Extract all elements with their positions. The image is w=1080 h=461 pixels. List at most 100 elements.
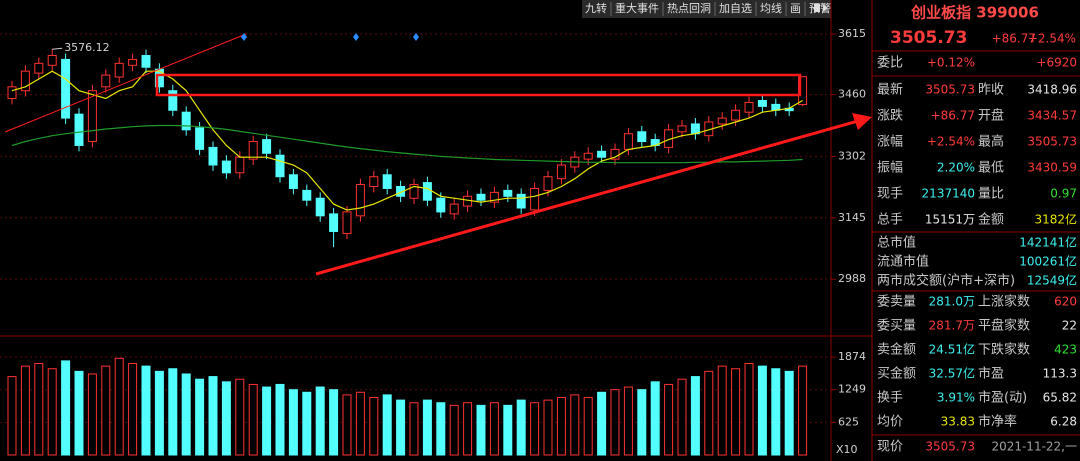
candle-body: [34, 62, 44, 74]
volume-bar: [396, 399, 406, 456]
volume-bar: [637, 389, 647, 456]
volume-bar: [449, 404, 459, 456]
panel-value: 3430.59: [1027, 161, 1077, 175]
panel-label: 下跌家数: [978, 342, 1030, 358]
panel-value: +0.12%: [927, 56, 975, 70]
panel-label: 最低: [978, 161, 1004, 176]
panel-value: 0.97: [1050, 187, 1077, 201]
candle-body: [583, 152, 593, 160]
panel-value: 65.82: [1043, 391, 1077, 405]
toolbar-button[interactable]: 九转: [585, 1, 607, 15]
panel-change-pct: +2.54%: [1028, 32, 1076, 46]
candle-body: [530, 187, 540, 211]
candle-body: [422, 182, 432, 201]
volume-bar: [168, 368, 178, 456]
panel-value: +2.54%: [927, 135, 975, 149]
panel-label: 市盈(动): [978, 390, 1027, 406]
volume-bar: [34, 363, 44, 456]
volume-bar: [74, 370, 84, 456]
volume-bar: [382, 394, 392, 456]
panel-value: 3418.96: [1027, 83, 1077, 97]
panel-value: 3182亿: [1034, 212, 1077, 227]
panel-label: 委卖量: [877, 295, 916, 310]
panel-label: 总市值: [877, 235, 916, 251]
volume-bar: [342, 394, 352, 456]
panel-label: 买金额: [877, 366, 916, 382]
candle-body: [369, 176, 379, 188]
y-tick-label: 1874: [838, 350, 866, 363]
panel-label: 涨跌: [877, 108, 903, 124]
panel-value: 3434.57: [1027, 109, 1077, 123]
candle-body: [637, 131, 647, 143]
candle-body: [262, 139, 272, 154]
volume-bar: [489, 402, 499, 456]
panel-label: 开盘: [978, 108, 1004, 124]
candle-body: [302, 189, 312, 201]
y-tick-label: 3145: [838, 211, 866, 224]
candle-body: [556, 164, 566, 180]
candle-body: [503, 189, 513, 197]
candle-body: [235, 156, 245, 174]
volume-bar: [556, 397, 566, 456]
toolbar-button[interactable]: 加自选: [719, 2, 752, 15]
toolbar-button[interactable]: 重大事件: [615, 1, 659, 15]
panel-label: 振幅: [877, 161, 903, 176]
volume-bar: [543, 399, 553, 456]
panel-label: 委比: [877, 56, 903, 71]
toolbar-button[interactable]: 预警: [809, 1, 831, 15]
volume-bar: [329, 389, 339, 456]
candle-body: [436, 197, 446, 213]
candle-body: [717, 117, 727, 125]
volume-bar: [583, 397, 593, 456]
trend-arrow: [315, 119, 859, 276]
panel-value: 3505.73: [925, 83, 975, 97]
toolbar-button[interactable]: 热点回洞: [667, 2, 711, 15]
candle-body: [489, 191, 499, 203]
panel-label: 平盘家数: [978, 318, 1030, 334]
candle-body: [396, 186, 406, 197]
panel-label: 总手: [877, 213, 903, 228]
candle-body: [355, 184, 365, 217]
candle-body: [342, 211, 352, 234]
panel-value: 142141亿: [1019, 235, 1077, 250]
volume-bar: [195, 378, 205, 456]
volume-bar: [570, 394, 580, 456]
arrow-head: [852, 113, 872, 130]
panel-value: 33.83: [941, 415, 975, 429]
panel-label: 市盈: [978, 366, 1004, 382]
volume-bar: [409, 402, 419, 456]
toolbar-button[interactable]: 均线: [760, 1, 782, 15]
volume-bar: [302, 391, 312, 456]
panel-value: 32.57亿: [929, 366, 975, 381]
candle-body: [409, 184, 419, 199]
candle-body: [61, 58, 71, 119]
toolbar-button[interactable]: 画: [790, 2, 801, 15]
volume-bar: [275, 383, 285, 456]
candle-body: [248, 141, 258, 160]
panel-value: 2.20%: [937, 161, 975, 175]
volume-bar: [208, 376, 218, 456]
candle-body: [221, 160, 231, 174]
volume-bar: [784, 370, 794, 456]
panel-label: 金额: [978, 212, 1004, 228]
y-tick-label: 3302: [838, 149, 866, 162]
panel-value: 3505.73: [1027, 135, 1077, 149]
toolbar-icons[interactable]: [814, 4, 828, 12]
volume-bar: [87, 373, 97, 456]
ma-line: [11, 124, 803, 164]
volume-bar: [463, 402, 473, 456]
volume-bar: [61, 360, 71, 456]
volume-bar: [221, 381, 231, 456]
candle-body: [315, 197, 325, 217]
panel-value: 6.28: [1050, 415, 1077, 429]
candle-body: [181, 111, 191, 131]
panel-label: 昨收: [978, 83, 1004, 98]
volume-bar: [436, 402, 446, 456]
volume-bar: [757, 365, 767, 456]
candle-body: [101, 74, 111, 88]
volume-bar: [101, 365, 111, 456]
panel-value: 281.0万: [929, 295, 975, 309]
volume-bar: [315, 386, 325, 456]
